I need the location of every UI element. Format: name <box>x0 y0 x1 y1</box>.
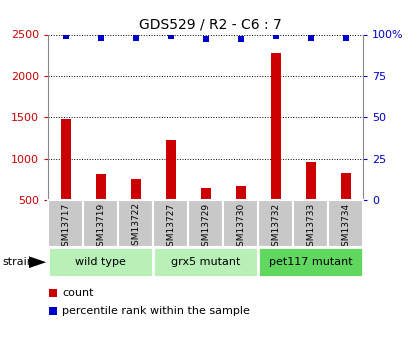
FancyBboxPatch shape <box>153 247 258 277</box>
Point <box>97 35 104 41</box>
Text: GDS529 / R2 - C6 : 7: GDS529 / R2 - C6 : 7 <box>139 17 281 31</box>
FancyBboxPatch shape <box>83 200 118 247</box>
Text: GSM13727: GSM13727 <box>166 203 175 252</box>
Text: GSM13719: GSM13719 <box>96 203 105 252</box>
Point <box>273 33 279 39</box>
Text: pet117 mutant: pet117 mutant <box>269 257 353 267</box>
Text: GSM13722: GSM13722 <box>131 203 140 252</box>
FancyBboxPatch shape <box>153 200 188 247</box>
Bar <box>96 175 106 200</box>
Bar <box>60 119 71 200</box>
Text: GSM13730: GSM13730 <box>236 203 245 252</box>
Bar <box>341 173 351 200</box>
Bar <box>270 53 281 200</box>
FancyBboxPatch shape <box>118 200 153 247</box>
Text: grx5 mutant: grx5 mutant <box>171 257 241 267</box>
Bar <box>165 140 176 200</box>
Point <box>202 37 209 42</box>
Text: GSM13732: GSM13732 <box>271 203 280 252</box>
Point <box>132 35 139 41</box>
Text: GSM13733: GSM13733 <box>306 203 315 252</box>
Point <box>237 37 244 42</box>
Point <box>342 35 349 41</box>
FancyBboxPatch shape <box>188 200 223 247</box>
FancyBboxPatch shape <box>258 247 363 277</box>
Point <box>50 290 56 296</box>
Text: GSM13717: GSM13717 <box>61 203 70 252</box>
Text: strain: strain <box>2 257 34 267</box>
Text: count: count <box>63 288 94 298</box>
Point <box>50 308 56 314</box>
FancyBboxPatch shape <box>48 247 153 277</box>
Text: GSM13734: GSM13734 <box>341 203 350 252</box>
FancyBboxPatch shape <box>48 200 83 247</box>
Point <box>63 33 69 39</box>
Bar <box>306 162 316 200</box>
FancyBboxPatch shape <box>293 200 328 247</box>
Bar <box>131 179 141 200</box>
Text: GSM13729: GSM13729 <box>201 203 210 252</box>
FancyBboxPatch shape <box>328 200 363 247</box>
Point <box>307 35 314 41</box>
Polygon shape <box>29 256 46 268</box>
FancyBboxPatch shape <box>258 200 293 247</box>
FancyBboxPatch shape <box>223 200 258 247</box>
Point <box>168 33 174 39</box>
Text: percentile rank within the sample: percentile rank within the sample <box>63 306 250 316</box>
Bar <box>201 188 211 200</box>
Text: wild type: wild type <box>75 257 126 267</box>
Bar <box>236 186 246 200</box>
